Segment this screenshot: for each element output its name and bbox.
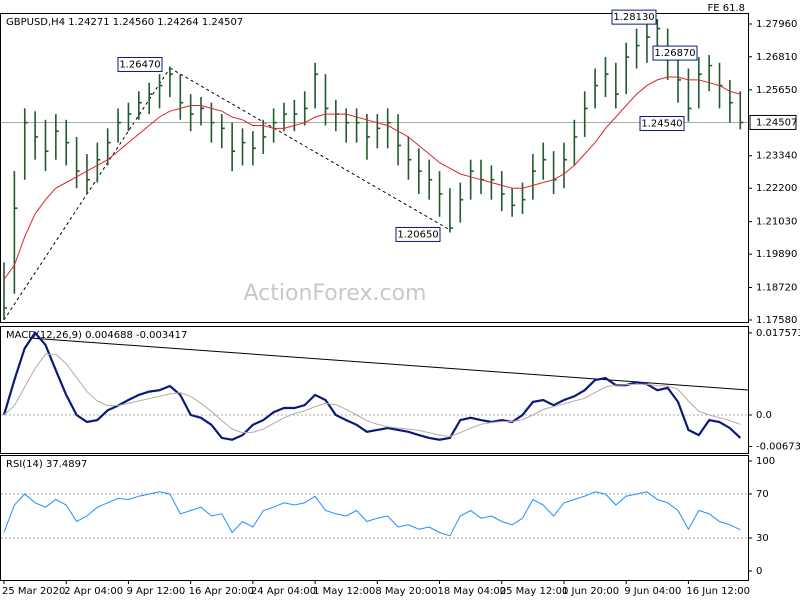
indicator-line	[3, 353, 741, 438]
fibo-line	[3, 67, 171, 321]
y-tick-label: 30	[756, 533, 769, 544]
y-tick-label: 1.23340	[756, 151, 797, 162]
y-tick-label: 1.18720	[756, 282, 797, 293]
y-tick-label: 1.25650	[756, 85, 797, 96]
y-tick-label: 1.27960	[756, 19, 797, 30]
last-price-box	[749, 114, 797, 130]
y-tick-label: 1.26810	[756, 52, 797, 63]
x-tick-label: 16 Apr 20:00	[189, 586, 254, 597]
last-price-label: 1.24507	[756, 117, 797, 128]
macd-trendline	[29, 337, 749, 391]
price-label-box	[395, 226, 441, 242]
x-tick-label: 25 May 12:00	[500, 586, 569, 597]
y-tick-label: 0.017573	[756, 328, 800, 339]
price-label-box	[652, 45, 698, 61]
x-tick-label: 25 Mar 2020	[2, 586, 65, 597]
indicator-label: FE 61.8	[707, 3, 745, 14]
x-tick-label: 1 May 12:00	[313, 586, 375, 597]
price-label-box	[117, 56, 163, 72]
y-tick-label: 0	[756, 566, 762, 577]
price-label: 1.24540	[641, 119, 682, 130]
x-tick-label: 9 Apr 12:00	[126, 586, 185, 597]
price-label: 1.28130	[613, 12, 654, 23]
y-tick-label: -0.006735	[756, 441, 800, 452]
price-label: 1.20650	[397, 229, 438, 240]
watermark: ActionForex.com	[244, 281, 427, 306]
x-tick-label: 1 Jun 20:00	[562, 586, 619, 597]
y-tick-label: 1.17580	[756, 315, 797, 326]
price-label: 1.26470	[119, 59, 160, 70]
y-tick-label: 1.21030	[756, 217, 797, 228]
price-label-box	[611, 9, 657, 25]
panel-title: GBPUSD,H4 1.24271 1.24560 1.24264 1.2450…	[6, 17, 243, 28]
x-tick-label: 16 Jun 12:00	[686, 586, 750, 597]
y-tick-label: 100	[756, 456, 775, 467]
rsi-panel	[0, 455, 749, 581]
price-label: 1.26870	[654, 48, 695, 59]
moving-average	[3, 76, 741, 280]
macd-panel	[0, 326, 749, 454]
y-tick-label: 0.0	[756, 410, 772, 421]
indicator-line	[3, 491, 741, 537]
x-tick-label: 24 Apr 04:00	[251, 586, 316, 597]
y-tick-label: 1.19890	[756, 249, 797, 260]
x-tick-label: 9 Jun 04:00	[624, 586, 681, 597]
price-label-box	[639, 116, 685, 132]
y-tick-label: 1.22200	[756, 183, 797, 194]
panel-title: MACD(12,26,9) 0.004688 -0.003417	[6, 330, 187, 341]
panel-title: RSI(14) 37.4897	[6, 459, 87, 470]
price-panel	[0, 13, 749, 323]
x-tick-label: 8 May 20:00	[375, 586, 437, 597]
x-tick-label: 18 May 04:00	[438, 586, 507, 597]
y-tick-label: 70	[756, 489, 769, 500]
x-tick-label: 2 Apr 04:00	[64, 586, 123, 597]
